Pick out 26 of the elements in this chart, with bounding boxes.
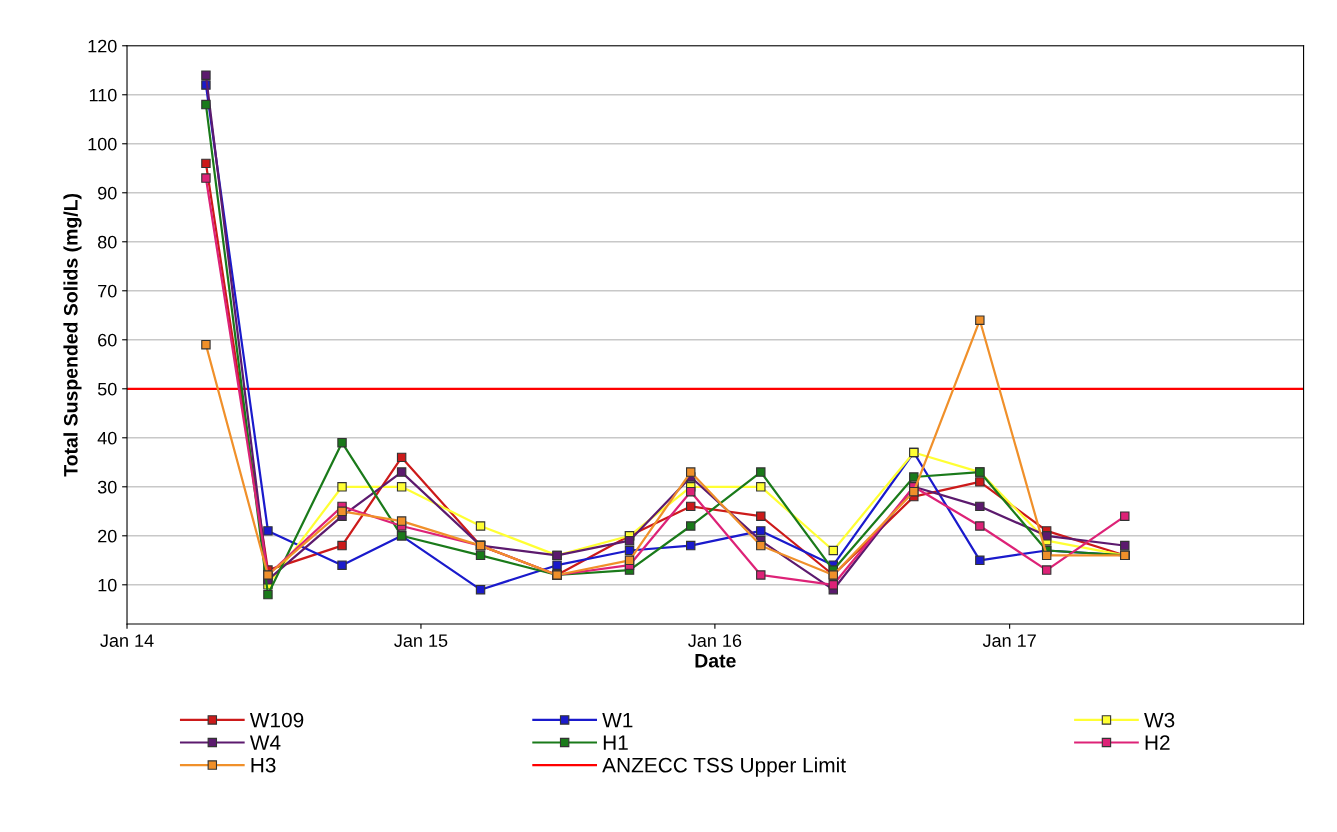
x-tick-label: Jan 16 (688, 634, 742, 647)
x-tick-label: Jan 17 (982, 634, 1036, 647)
y-tick-label: 30 (97, 480, 117, 494)
legend-label: ANZECC TSS Upper Limit (602, 757, 846, 777)
y-tick-label: 40 (97, 431, 117, 445)
legend-label: H3 (251, 757, 276, 773)
y-tick-label: 60 (98, 333, 117, 347)
y-tick-label: 80 (98, 235, 117, 249)
legend-label: W1 (602, 712, 633, 728)
legend-label: H1 (603, 735, 628, 750)
y-tick-label: 110 (89, 88, 117, 102)
y-tick-label: 50 (97, 382, 117, 396)
x-tick-label: Jan 14 (100, 634, 154, 647)
y-tick-label: 10 (98, 578, 117, 592)
legend-label: W109 (249, 712, 304, 728)
y-tick-label: 70 (98, 284, 117, 298)
y-tick-label: 120 (88, 39, 117, 53)
legend-label: W4 (249, 735, 281, 750)
x-tick-label: Jan 15 (394, 634, 448, 647)
y-tick-label: 20 (98, 529, 117, 543)
x-axis-title: Date (695, 654, 736, 668)
y-axis-title: Total Suspended Solids (mg/L) (63, 193, 82, 477)
legend-label: H2 (1145, 735, 1170, 750)
y-tick-label: 90 (98, 186, 117, 200)
y-tick-label: 100 (88, 137, 117, 151)
legend-label: W3 (1144, 712, 1175, 728)
